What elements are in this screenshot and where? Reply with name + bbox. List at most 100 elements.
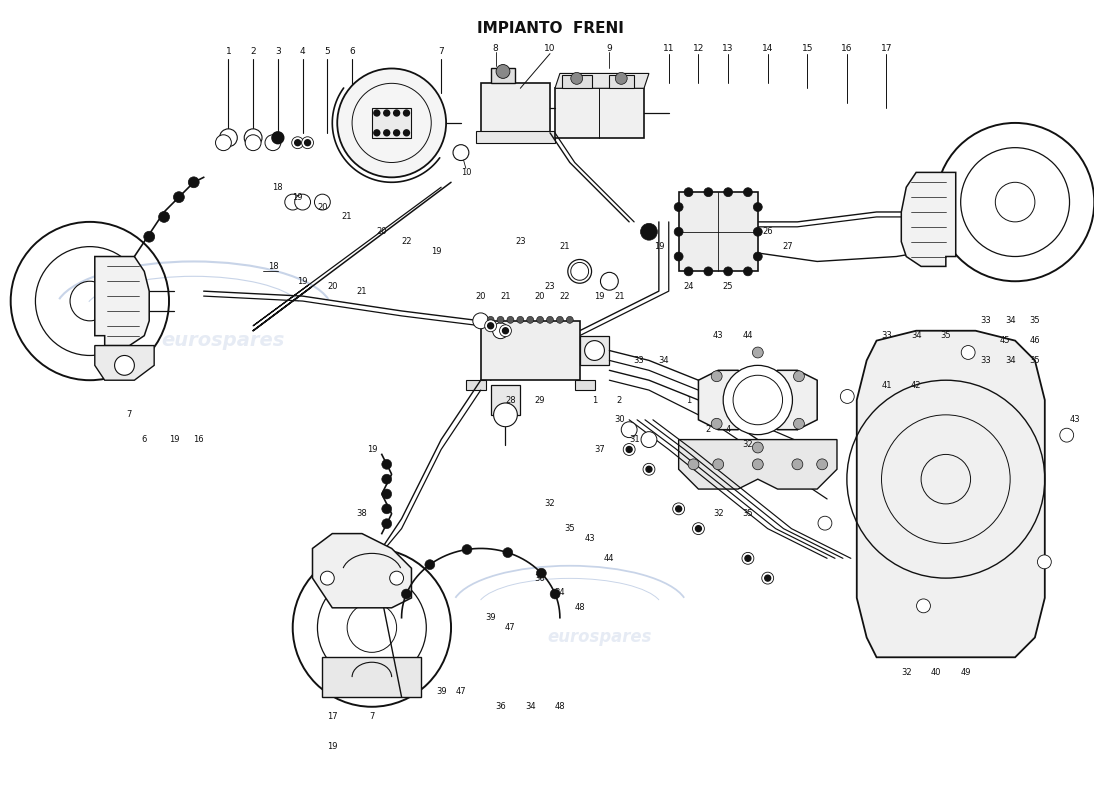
Circle shape: [712, 371, 722, 382]
Text: 10: 10: [544, 44, 556, 53]
Text: 2: 2: [617, 395, 621, 405]
Circle shape: [1037, 555, 1052, 569]
Circle shape: [754, 202, 762, 211]
Text: 5: 5: [324, 47, 330, 56]
Circle shape: [485, 320, 496, 332]
Text: 25: 25: [723, 282, 734, 290]
Text: 47: 47: [455, 687, 466, 697]
Text: 47: 47: [505, 623, 516, 632]
Text: 32: 32: [901, 668, 912, 677]
Circle shape: [704, 188, 713, 197]
Text: 12: 12: [693, 44, 704, 53]
Circle shape: [675, 506, 682, 512]
Text: 19: 19: [297, 277, 308, 286]
Text: 24: 24: [683, 282, 694, 290]
Circle shape: [793, 371, 804, 382]
Circle shape: [507, 316, 514, 323]
Circle shape: [704, 267, 713, 276]
Text: 36: 36: [495, 702, 506, 711]
Circle shape: [503, 328, 508, 334]
Text: 14: 14: [762, 44, 773, 53]
Text: 21: 21: [342, 213, 352, 222]
Text: 42: 42: [911, 381, 922, 390]
Bar: [562, 75, 592, 88]
Circle shape: [624, 443, 635, 455]
Text: 31: 31: [629, 435, 639, 444]
Circle shape: [674, 202, 683, 211]
Circle shape: [425, 560, 435, 570]
Circle shape: [640, 223, 658, 240]
Text: 11: 11: [663, 44, 674, 53]
Circle shape: [674, 227, 683, 236]
Circle shape: [496, 65, 510, 78]
Bar: [372, 108, 411, 138]
Circle shape: [402, 589, 411, 599]
Text: 34: 34: [554, 589, 565, 598]
Circle shape: [571, 73, 583, 84]
Text: 44: 44: [604, 554, 615, 563]
Text: IMPIANTO  FRENI: IMPIANTO FRENI: [476, 22, 624, 37]
Circle shape: [744, 188, 752, 197]
Text: 39: 39: [485, 614, 496, 622]
Text: 18: 18: [267, 262, 278, 271]
Circle shape: [487, 323, 494, 329]
Bar: [466, 380, 486, 390]
Circle shape: [487, 316, 494, 323]
Circle shape: [493, 323, 508, 338]
Text: 36: 36: [535, 574, 546, 582]
Circle shape: [615, 73, 627, 84]
Circle shape: [245, 134, 261, 150]
Text: 43: 43: [1069, 415, 1080, 424]
Text: eurospares: eurospares: [547, 629, 651, 646]
Polygon shape: [857, 330, 1045, 658]
Text: 21: 21: [500, 291, 510, 301]
Text: 35: 35: [564, 524, 575, 533]
Circle shape: [265, 134, 280, 150]
Circle shape: [295, 140, 300, 146]
Text: 19: 19: [653, 242, 664, 251]
Text: 6: 6: [349, 47, 355, 56]
Text: 1: 1: [226, 47, 231, 56]
Text: 16: 16: [194, 435, 204, 444]
Circle shape: [793, 418, 804, 429]
Polygon shape: [95, 346, 154, 380]
Circle shape: [752, 459, 763, 470]
Text: 1: 1: [686, 395, 691, 405]
Circle shape: [374, 110, 379, 116]
Circle shape: [503, 548, 513, 558]
Text: 4: 4: [726, 425, 730, 434]
Circle shape: [527, 316, 534, 323]
Circle shape: [550, 589, 560, 599]
Circle shape: [188, 177, 199, 188]
Text: 2: 2: [251, 47, 256, 56]
Circle shape: [547, 316, 553, 323]
Circle shape: [752, 442, 763, 453]
Text: 23: 23: [544, 282, 556, 290]
Text: 32: 32: [742, 440, 754, 449]
Circle shape: [684, 267, 693, 276]
Circle shape: [292, 137, 304, 149]
Bar: [574, 380, 594, 390]
Text: 6: 6: [142, 435, 147, 444]
Text: 13: 13: [723, 44, 734, 53]
Circle shape: [712, 418, 722, 429]
Circle shape: [557, 316, 563, 323]
Circle shape: [644, 463, 654, 475]
Text: 39: 39: [436, 687, 447, 697]
Bar: [554, 88, 643, 138]
Text: 7: 7: [438, 47, 444, 56]
Bar: [491, 69, 516, 83]
Text: 20: 20: [317, 202, 328, 211]
Polygon shape: [679, 439, 837, 489]
Text: 2: 2: [706, 425, 711, 434]
Bar: [476, 131, 554, 142]
Circle shape: [382, 518, 392, 529]
Circle shape: [338, 69, 447, 178]
Circle shape: [916, 599, 931, 613]
Circle shape: [285, 194, 300, 210]
Circle shape: [537, 568, 547, 578]
Text: 18: 18: [273, 182, 283, 192]
Text: 38: 38: [356, 510, 367, 518]
Circle shape: [394, 130, 399, 136]
Text: 19: 19: [431, 247, 441, 256]
